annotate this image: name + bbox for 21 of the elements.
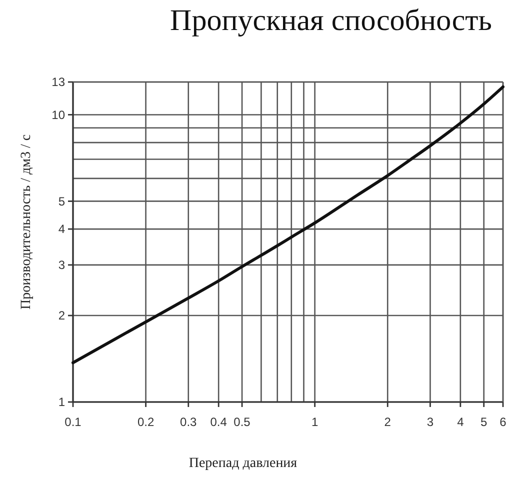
x-tick-label: 0.2: [137, 415, 154, 429]
y-tick-label: 2: [58, 308, 66, 323]
x-tick-label: 1: [311, 415, 318, 429]
x-tick-label: 0.4: [210, 415, 228, 429]
y-tick-label: 13: [52, 75, 66, 90]
x-axis-title: Перепад давления: [188, 456, 298, 471]
x-tick-label: 0.5: [234, 415, 251, 429]
x-tick-label: 4: [457, 415, 464, 429]
x-tick-label: 3: [426, 415, 434, 429]
x-tick-label: 6: [500, 415, 507, 429]
x-tick-label: 0.3: [180, 415, 198, 429]
x-tick-label: 5: [480, 415, 488, 429]
y-tick-label: 3: [58, 258, 66, 272]
chart-title: Пропускная способность: [170, 4, 492, 37]
y-tick-label: 1: [58, 395, 66, 410]
x-tick-label: 0.1: [64, 415, 82, 429]
y-tick-label: 10: [52, 108, 66, 122]
y-axis-title: Производительность / дм3 / с: [19, 134, 34, 310]
y-tick-label: 5: [58, 194, 66, 208]
y-tick-label: 4: [58, 222, 66, 236]
x-tick-label: 2: [384, 415, 392, 429]
